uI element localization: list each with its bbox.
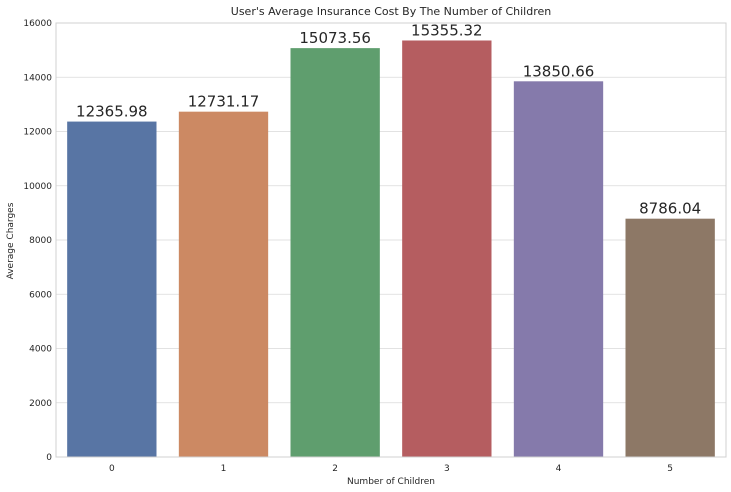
y-tick-label: 6000	[29, 290, 52, 300]
data-label: 8786.04	[639, 200, 701, 218]
y-tick-label: 10000	[23, 182, 52, 192]
y-tick-label: 4000	[29, 345, 52, 355]
x-axis-label: Number of Children	[347, 477, 435, 487]
x-tick-label: 1	[221, 464, 227, 474]
x-tick-label: 4	[556, 464, 562, 474]
x-tick-label: 0	[109, 464, 115, 474]
y-tick-label: 14000	[23, 73, 52, 83]
data-label: 15073.56	[299, 29, 371, 47]
y-tick-label: 16000	[23, 19, 52, 29]
bar	[178, 111, 269, 457]
x-tick-label: 3	[444, 464, 450, 474]
bar	[625, 218, 715, 457]
y-tick-label: 12000	[23, 128, 52, 138]
data-label: 15355.32	[411, 21, 483, 39]
bar	[290, 48, 380, 457]
y-tick-label: 0	[46, 453, 52, 463]
y-tick-labels: 0 2000 4000 6000 8000 10000 12000 14000 16000	[23, 19, 52, 463]
x-tick-label: 5	[667, 464, 673, 474]
chart-title: User's Average Insurance Cost By The Num…	[231, 5, 551, 18]
data-label: 12731.17	[188, 93, 260, 111]
data-label: 13850.66	[523, 62, 595, 80]
data-labels: 12365.98 12731.17 15073.56 15355.32 13850.66…	[76, 21, 701, 217]
x-tick-labels: 0 1 2 3 4 5	[109, 464, 673, 474]
y-tick-label: 8000	[29, 236, 52, 246]
bar	[402, 40, 492, 458]
y-tick-label: 2000	[29, 399, 52, 409]
data-label: 12365.98	[76, 103, 148, 121]
x-tick-label: 2	[332, 464, 338, 474]
bar	[67, 121, 157, 458]
y-axis-label: Average Charges	[6, 202, 16, 279]
bar	[513, 81, 604, 458]
plot-frame	[55, 22, 727, 458]
bars	[67, 40, 715, 458]
